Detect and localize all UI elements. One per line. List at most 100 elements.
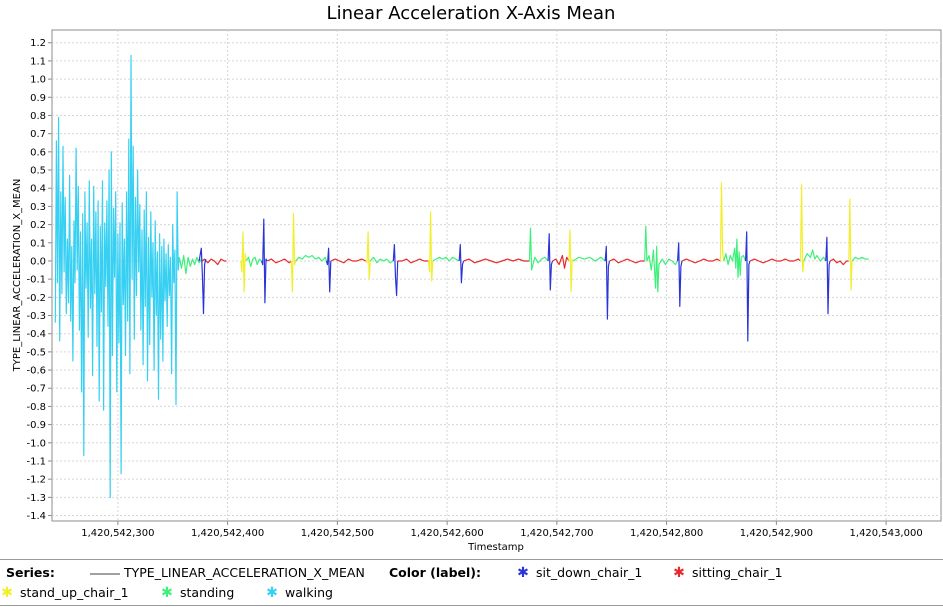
series-segment-stand-up-chair-1: [427, 211, 434, 282]
legend-item-sit-down-chair: ✱ sit_down_chair_1: [516, 563, 642, 583]
series-lines: [54, 54, 869, 498]
x-axis-label: Timestamp: [467, 542, 524, 553]
legend-item-standing: ✱ standing: [160, 583, 234, 603]
y-tick-label: 0.2: [30, 220, 46, 231]
y-tick-label: -0.9: [26, 420, 46, 431]
y-tick-label: -1.3: [26, 493, 46, 504]
y-tick-label: -0.5: [26, 347, 46, 358]
legend-item-walking: ✱ walking: [265, 583, 333, 603]
legend-item-label: sit_down_chair_1: [536, 565, 643, 580]
asterisk-marker-icon: ✱: [161, 585, 173, 601]
x-tick-label: 1,420,542,300: [81, 528, 154, 539]
x-tick-label: 1,420,542,700: [520, 528, 593, 539]
y-tick-label: -0.2: [26, 293, 46, 304]
y-tick-label: -0.3: [26, 311, 46, 322]
series-segment-sit-down-chair-1: [547, 233, 554, 291]
legend-item-label: stand_up_chair_1: [20, 585, 129, 600]
series-segment-sitting-chair-1: [552, 254, 570, 269]
legend-item-label: walking: [285, 585, 333, 600]
series-segment-standing: [295, 254, 327, 262]
y-tick-label: -1.4: [26, 511, 46, 522]
asterisk-marker-icon: ✱: [517, 565, 529, 581]
y-tick-label: -1.2: [26, 475, 46, 486]
asterisk-marker-icon: ✱: [266, 585, 278, 601]
legend-item-sitting-chair: ✱ sitting_chair_1: [672, 563, 783, 583]
series-segment-standing: [369, 256, 394, 264]
series-segment-standing: [723, 238, 747, 278]
legend-color-heading: Color (label):: [389, 565, 482, 580]
series-segment-sitting-chair-1: [463, 258, 530, 264]
y-axis: 1.2 1.1 1.0 0.9 0.8 0.7 0.6 0.5 0.4 0.3 0.2 0.1 0.0 -…: [26, 38, 52, 522]
y-tick-label: 0.4: [30, 184, 46, 195]
y-tick-label: -1.1: [26, 456, 46, 467]
y-tick-label: -0.4: [26, 329, 46, 340]
series-segment-sitting-chair-1: [829, 258, 849, 266]
series-segment-sit-down-chair-1: [677, 242, 683, 307]
gridlines: [52, 30, 941, 521]
x-tick-label: 1,420,542,900: [740, 528, 813, 539]
y-tick-label: -0.7: [26, 384, 46, 395]
y-axis-label: TYPE_LINEAR_ACCELERATION_X_MEAN: [12, 179, 23, 373]
y-tick-label: -0.8: [26, 402, 46, 413]
y-tick-label: -1.0: [26, 438, 46, 449]
legend-item-label: sitting_chair_1: [692, 565, 783, 580]
legend: Series: TYPE_LINEAR_ACCELERATION_X_MEAN …: [0, 559, 943, 606]
y-tick-label: 1.0: [30, 75, 46, 86]
series-segment-sit-down-chair-1: [261, 218, 268, 304]
series-line-swatch: [90, 572, 120, 575]
series-segment-stand-up-chair-1: [719, 182, 725, 262]
series-segment-stand-up-chair-1: [568, 229, 574, 293]
y-tick-label: 0.3: [30, 202, 46, 213]
series-segment-sit-down-chair-1: [198, 247, 207, 315]
x-tick-label: 1,420,543,000: [850, 528, 923, 539]
series-segment-walking: [54, 54, 180, 498]
asterisk-marker-icon: ✱: [673, 565, 685, 581]
legend-item-label: standing: [180, 585, 235, 600]
y-tick-label: 0.5: [30, 166, 46, 177]
series-segment-sitting-chair-1: [266, 258, 292, 264]
y-tick-label: -0.6: [26, 366, 46, 377]
series-segment-standing: [803, 249, 827, 262]
legend-series-entry: TYPE_LINEAR_ACCELERATION_X_MEAN: [90, 563, 365, 583]
series-segment-sitting-chair-1: [609, 258, 645, 264]
series-segment-sit-down-chair-1: [825, 236, 831, 315]
y-tick-label: 1.1: [30, 56, 46, 67]
legend-series-heading: Series:: [6, 565, 55, 580]
y-tick-label: -0.1: [26, 275, 46, 286]
series-segment-standing: [528, 227, 549, 271]
series-segment-sitting-chair-1: [681, 258, 721, 264]
y-tick-label: 0.7: [30, 129, 46, 140]
series-segment-stand-up-chair-1: [848, 198, 853, 291]
series-segment-sit-down-chair-1: [325, 247, 332, 293]
y-tick-label: 0.9: [30, 93, 46, 104]
x-tick-label: 1,420,542,600: [411, 528, 484, 539]
series-segment-standing: [644, 225, 679, 293]
series-segment-standing: [178, 254, 203, 275]
series-segment-standing: [245, 256, 262, 267]
series-segment-standing: [572, 256, 606, 262]
chart-title: Linear Acceleration X-Axis Mean: [327, 3, 616, 24]
series-segment-sit-down-chair-1: [458, 244, 465, 284]
series-segment-stand-up-chair-1: [290, 213, 297, 293]
y-tick-label: 1.2: [30, 38, 46, 49]
series-segment-stand-up-chair-1: [365, 231, 371, 280]
asterisk-marker-icon: ✱: [1, 585, 13, 601]
plot-area: [51, 29, 942, 522]
legend-series-label: TYPE_LINEAR_ACCELERATION_X_MEAN: [124, 565, 365, 580]
y-tick-label: 0.8: [30, 111, 46, 122]
series-segment-sitting-chair-1: [330, 258, 367, 264]
x-tick-label: 1,420,542,800: [630, 528, 703, 539]
series-segment-sitting-chair-1: [749, 258, 801, 264]
series-segment-standing: [851, 256, 869, 262]
series-segment-sitting-chair-1: [397, 258, 429, 264]
series-segment-standing: [432, 256, 460, 262]
x-tick-label: 1,420,542,400: [191, 528, 264, 539]
series-segment-sit-down-chair-1: [604, 245, 611, 320]
x-tick-label: 1,420,542,500: [301, 528, 374, 539]
series-segment-sit-down-chair-1: [745, 231, 751, 342]
series-segment-sit-down-chair-1: [392, 244, 399, 297]
y-tick-label: 0.1: [30, 238, 46, 249]
x-axis: 1,420,542,300 1,420,542,400 1,420,542,500 1…: [81, 521, 923, 539]
chart: Linear Acceleration X-Axis Mean 1.2 1.1 1.…: [12, 3, 942, 553]
y-tick-label: 0.0: [30, 256, 46, 267]
